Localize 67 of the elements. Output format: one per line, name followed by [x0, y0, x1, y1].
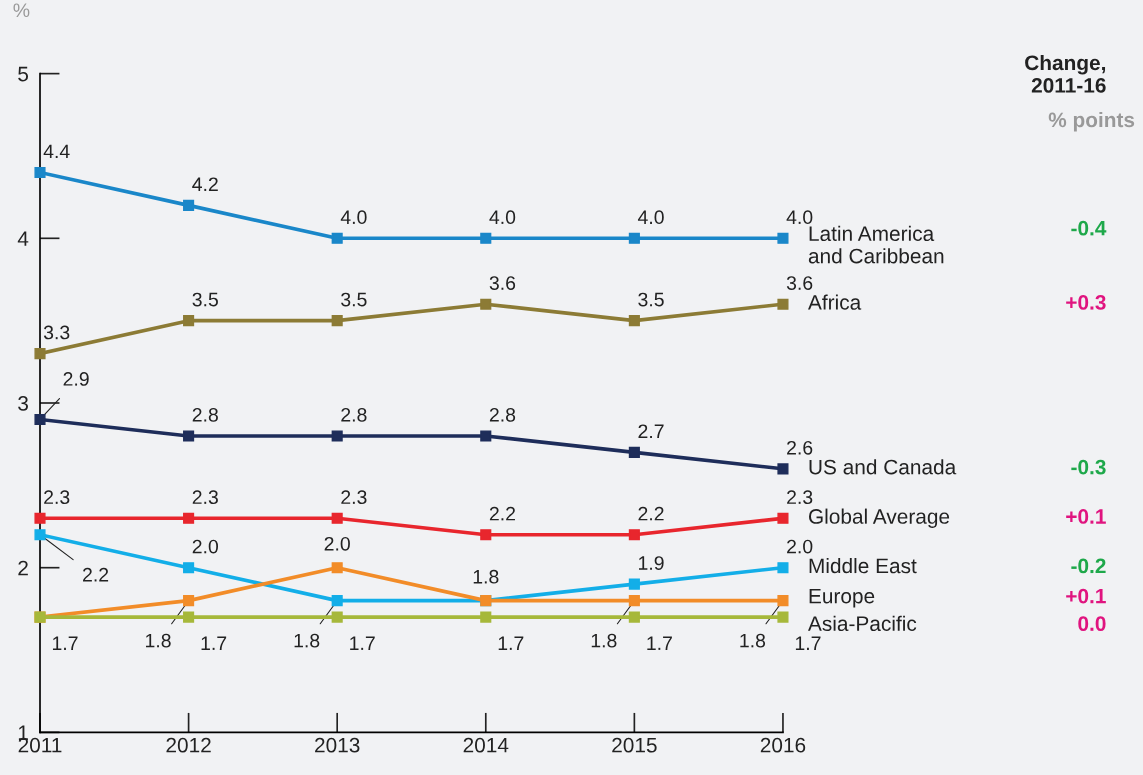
data-label: 2.9 — [63, 372, 89, 386]
text: +0.3 — [1066, 295, 1106, 310]
text: -0.2 — [1071, 558, 1106, 574]
data-label: 3.5 — [192, 292, 218, 307]
data-label: 1.7 — [201, 636, 227, 650]
data-label: 2.8 — [341, 407, 367, 422]
series-label: Africa — [808, 294, 862, 310]
data-label: 1.7 — [498, 636, 524, 650]
data-label: 2.0 — [192, 539, 219, 554]
data-label: 1.8 — [294, 633, 320, 648]
data-label: 4.0 — [489, 210, 516, 225]
x-tick-label: 2015 — [612, 737, 657, 753]
data-label: 4.2 — [192, 177, 218, 191]
data-label: 1.9 — [639, 556, 664, 570]
data-label: 2.3 — [192, 490, 218, 505]
data-label: 1.8 — [473, 569, 499, 584]
text: +0.1 — [1066, 588, 1106, 604]
data-label: 4.4 — [43, 144, 70, 159]
x-tick-label: 2012 — [166, 737, 211, 753]
x-tick-label: 2013 — [315, 737, 360, 753]
data-label: 3.3 — [43, 325, 70, 340]
data-label: 3.6 — [489, 276, 516, 290]
x-tick-label: 2011 — [18, 737, 62, 753]
data-label: 4.0 — [786, 210, 813, 225]
data-label: 1.8 — [146, 633, 171, 648]
data-label: 1.7 — [647, 636, 672, 650]
data-label: 1.8 — [740, 633, 766, 648]
y-tick-label: 5 — [18, 66, 29, 82]
text: +0.1 — [1066, 509, 1106, 524]
data-label: 2.8 — [192, 407, 218, 422]
data-label: 2.6 — [787, 440, 813, 455]
y-axis-title: % — [13, 3, 30, 18]
x-tick-label: 2016 — [760, 737, 806, 753]
data-label: 3.5 — [638, 292, 664, 307]
data-label: 2.2 — [638, 506, 664, 521]
x-tick-label: 2014 — [463, 737, 509, 753]
series-label: Global Average — [809, 508, 950, 528]
series-label: US and Canada — [809, 459, 957, 475]
data-label: 1.8 — [591, 633, 617, 648]
data-label: 3.5 — [341, 292, 367, 307]
data-label: 2.7 — [638, 424, 664, 438]
y-tick-label: 2 — [18, 560, 28, 576]
y-tick-label: 3 — [18, 396, 28, 411]
data-label: 1.7 — [350, 636, 375, 650]
text: 0.0 — [1078, 616, 1106, 632]
data-label: 2.8 — [489, 407, 516, 422]
data-label: 1.7 — [52, 636, 78, 650]
data-label: 2.0 — [324, 536, 350, 551]
series-label: Asia-Pacific — [808, 615, 917, 632]
series-label: Europe — [809, 588, 875, 608]
text: -0.4 — [1071, 220, 1107, 236]
series-label: Latin America and Caribbean — [808, 225, 944, 264]
data-label: 2.2 — [489, 506, 515, 521]
data-label: 2.3 — [341, 490, 367, 505]
data-label: 2.0 — [787, 539, 813, 554]
text: -0.3 — [1071, 459, 1106, 475]
data-label: 2.3 — [44, 490, 70, 505]
series-label: Middle East — [809, 557, 917, 574]
data-label: 3.6 — [786, 276, 813, 290]
text: % points — [1048, 111, 1135, 132]
data-label: 2.2 — [83, 567, 109, 582]
y-tick-label: 4 — [17, 231, 29, 246]
data-label: 4.0 — [637, 210, 664, 225]
data-label: 1.7 — [795, 636, 821, 650]
data-label: 4.0 — [340, 210, 367, 225]
data-label: 2.3 — [787, 490, 813, 505]
text: Change, 2011-16 — [1025, 54, 1106, 93]
